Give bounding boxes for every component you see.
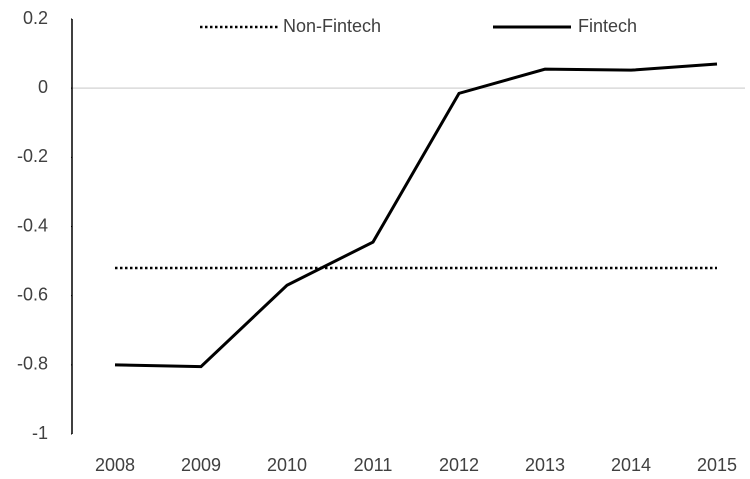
- legend-label: Non-Fintech: [283, 16, 381, 36]
- y-tick-label: -0.8: [17, 354, 48, 374]
- y-tick-label: 0: [38, 77, 48, 97]
- series-line: [114, 62, 718, 369]
- x-tick-label: 2014: [611, 455, 651, 475]
- x-tick-label: 2013: [525, 455, 565, 475]
- x-tick-label: 2009: [181, 455, 221, 475]
- x-tick-label: 2010: [267, 455, 307, 475]
- x-tick-label: 2012: [439, 455, 479, 475]
- y-tick-label: 0.2: [23, 8, 48, 28]
- x-tick-label: 2015: [697, 455, 737, 475]
- legend-label: Fintech: [578, 16, 637, 36]
- y-tick-label: -0.2: [17, 146, 48, 166]
- x-tick-label: 2008: [95, 455, 135, 475]
- x-tick-label: 2011: [354, 455, 393, 475]
- y-tick-label: -0.6: [17, 284, 48, 304]
- y-tick-label: -1: [32, 423, 48, 443]
- y-tick-label: -0.4: [17, 215, 48, 235]
